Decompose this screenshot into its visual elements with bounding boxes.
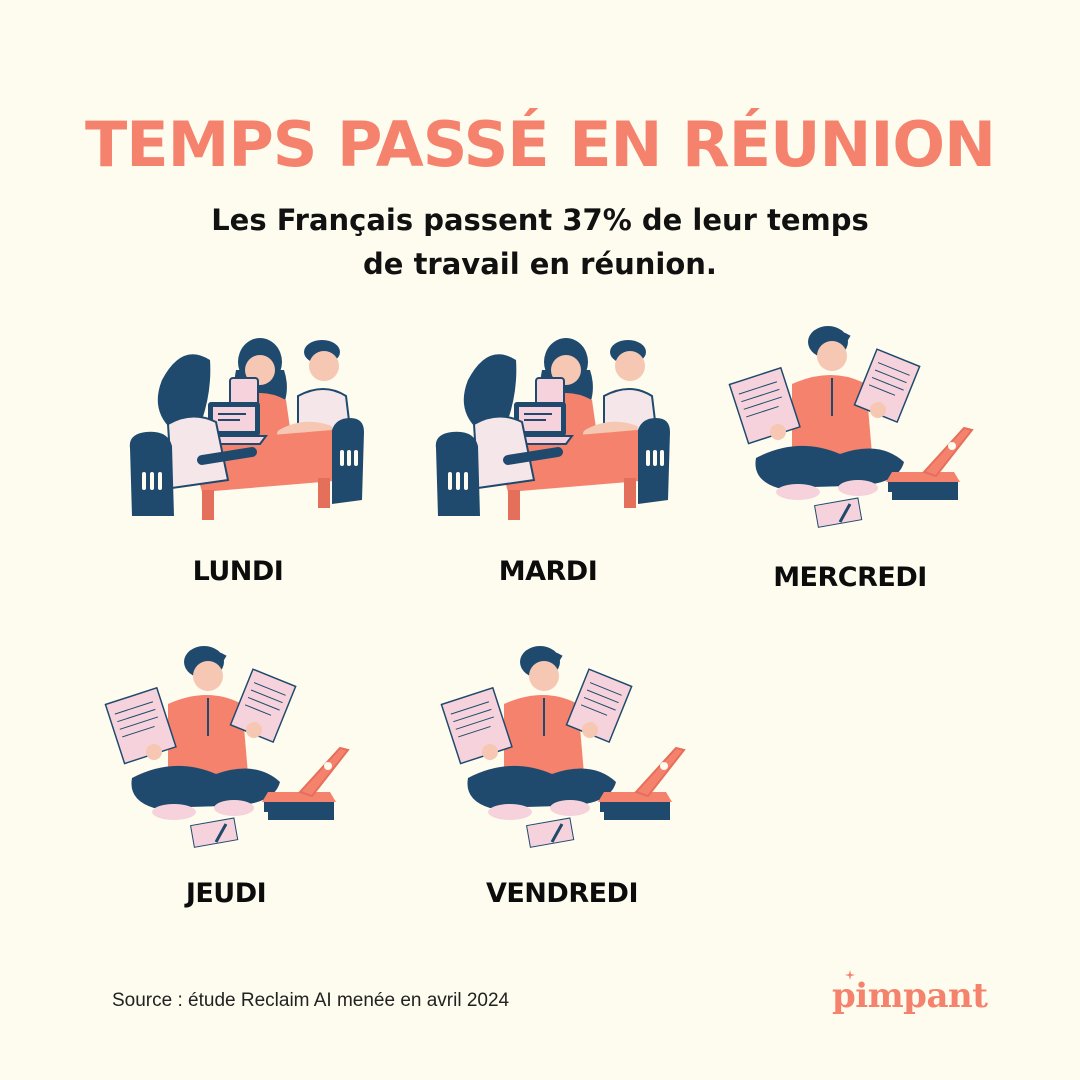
day-label-vendredi: VENDREDI <box>485 878 639 909</box>
solo-work-illustration <box>104 646 354 856</box>
day-card-vendredi <box>440 646 690 856</box>
sparkle-icon <box>845 970 855 980</box>
source-note: Source : étude Reclaim AI menée en avril… <box>112 990 510 1011</box>
day-card-mercredi <box>728 326 978 536</box>
day-label-mardi: MARDI <box>498 556 598 587</box>
solo-work-illustration <box>728 326 978 536</box>
day-card-mardi <box>434 330 674 530</box>
solo-work-illustration <box>440 646 690 856</box>
page-subtitle: Les Français passent 37% de leur temps d… <box>211 203 869 281</box>
day-label-lundi: LUNDI <box>192 556 284 587</box>
brand-logo: pimpant <box>832 976 988 1016</box>
day-label-mercredi: MERCREDI <box>773 562 927 593</box>
day-card-lundi <box>128 330 368 530</box>
meeting-illustration <box>128 330 368 530</box>
meeting-illustration <box>434 330 674 530</box>
page-title: TEMPS PASSÉ EN RÉUNION <box>84 108 996 181</box>
day-card-jeudi <box>104 646 354 856</box>
day-label-jeudi: JEUDI <box>185 878 267 909</box>
